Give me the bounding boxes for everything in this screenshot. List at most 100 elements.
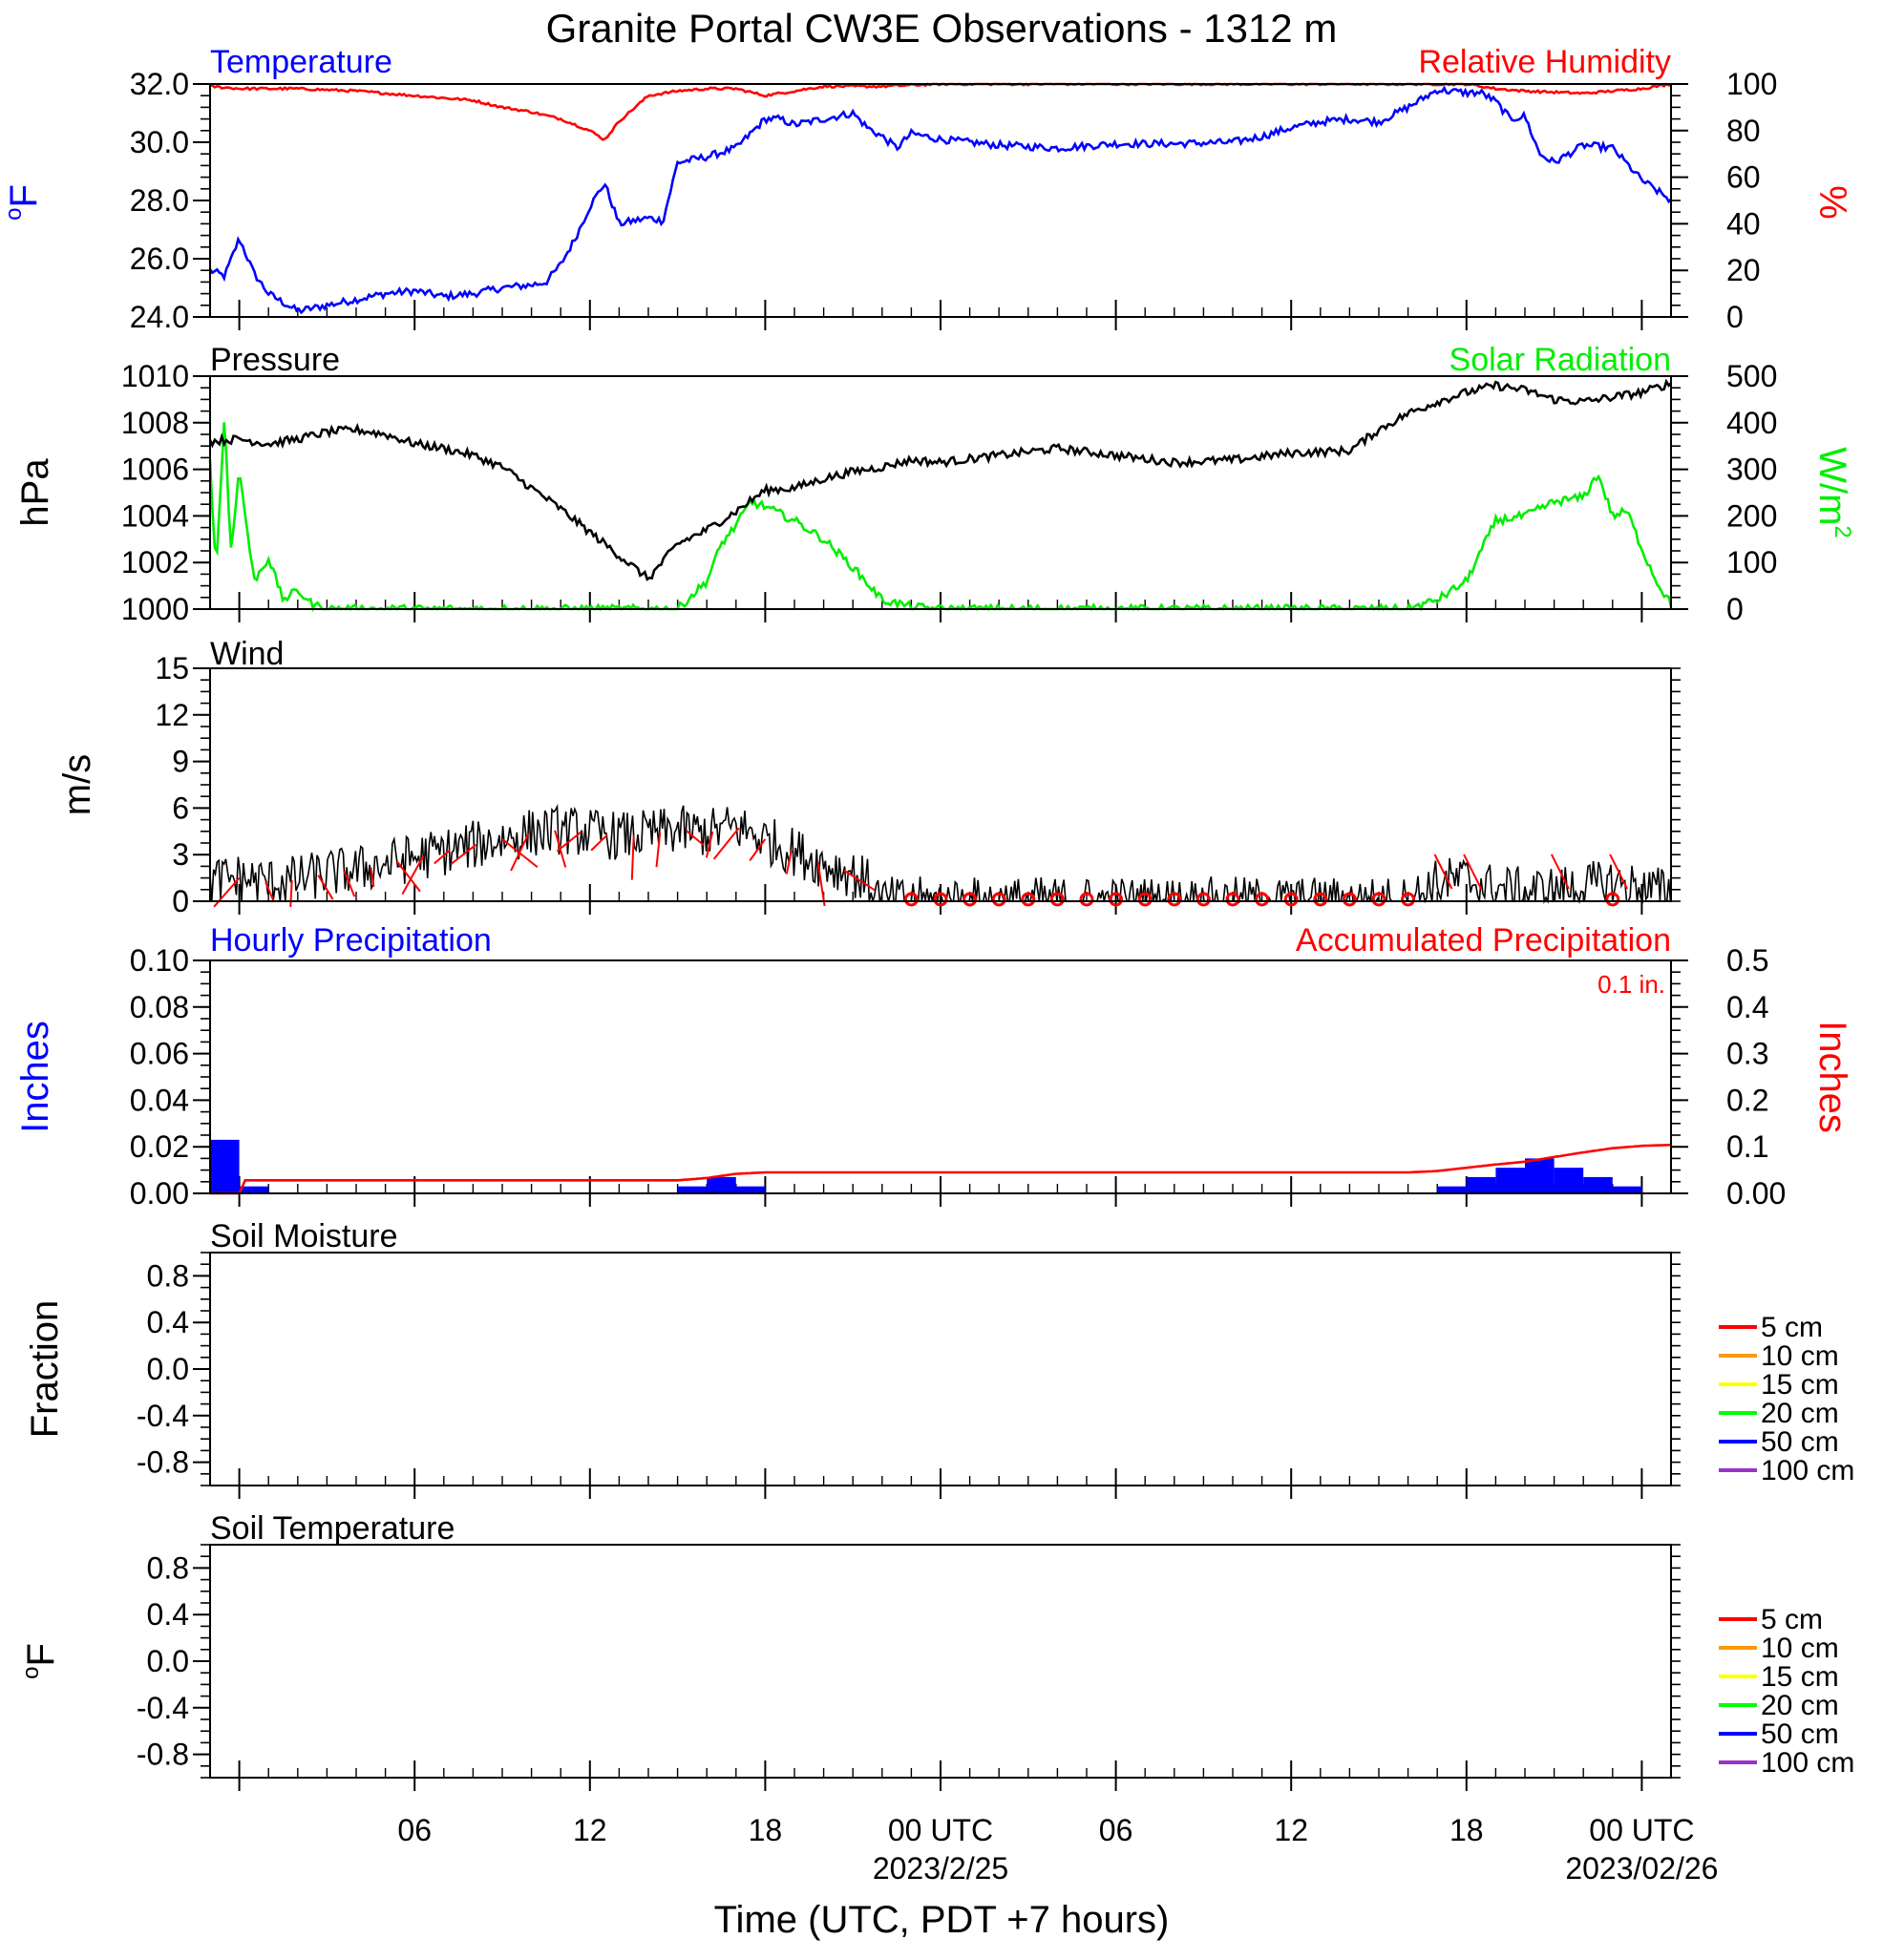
wind-barb: [750, 839, 765, 860]
y-right-tick-label: 40: [1726, 206, 1761, 241]
y-right-tick-label: 100: [1726, 67, 1777, 101]
precip-bar: [210, 1140, 240, 1193]
wind-barb: [1464, 854, 1481, 889]
y-tick-label: 1006: [121, 453, 189, 487]
humidity-line: [210, 84, 1671, 139]
x-date-label: 2023/2/25: [873, 1851, 1008, 1886]
pressure-solar-plot-area: [210, 382, 1671, 609]
panel-frame: [210, 960, 1671, 1193]
svg-text:oF: oF: [1, 184, 45, 221]
precip-bar: [1495, 1168, 1525, 1193]
y-tick-label: 0.00: [130, 1176, 189, 1211]
legend-label: 10 cm: [1761, 1340, 1839, 1372]
accum-precip-axis-label: Inches: [1811, 1021, 1853, 1133]
precip-bar: [1525, 1158, 1555, 1193]
panel-frame: [210, 1545, 1671, 1778]
panel-soil-moisture: Soil Moisture Fraction -0.8 -0.4 0.0 0.4 0.8…: [24, 1218, 1854, 1499]
y-tick-label: 0.0: [147, 1352, 189, 1386]
y-right-tick-label: 80: [1726, 114, 1761, 148]
panel-temperature-humidity: Temperature Relative Humidity oF % 24.02…: [1, 44, 1853, 334]
legend-label: 50 cm: [1761, 1426, 1839, 1458]
legend-label: 5 cm: [1761, 1312, 1823, 1343]
y-tick-label: -0.8: [137, 1445, 189, 1480]
x-axis-tick-labels: 06 12 18 00 UTC 2023/2/25 06 12 18 00 UTC 2023/02…: [397, 1813, 1718, 1886]
panel-pressure-solar: Pressure Solar Radiation hPa W/m2 100010…: [14, 342, 1855, 626]
panel-wind: Wind m/s 03691215: [56, 636, 1681, 918]
legend-label: 100 cm: [1761, 1455, 1854, 1486]
soil-temperature-axis-label: oF: [18, 1643, 62, 1679]
solar-axis-label: W/m2: [1811, 447, 1855, 538]
y-right-tick-label: 0: [1726, 592, 1744, 626]
y-tick-label: 0.4: [147, 1597, 189, 1632]
x-tick-label: 18: [749, 1813, 783, 1847]
x-axis-label: Time (UTC, PDT +7 hours): [714, 1899, 1170, 1941]
wind-barb: [397, 861, 420, 891]
x-tick-label: 18: [1449, 1813, 1484, 1847]
solar-title: Solar Radiation: [1449, 342, 1671, 378]
y-tick-label: 9: [172, 745, 189, 779]
y-tick-label: 0.4: [147, 1305, 189, 1339]
panel-frame: [210, 668, 1671, 901]
figure-title: Granite Portal CW3E Observations - 1312 …: [546, 6, 1338, 51]
precip-bar: [1467, 1177, 1496, 1193]
legend-label: 15 cm: [1761, 1661, 1839, 1693]
x-tick-label: 00 UTC: [1589, 1813, 1694, 1847]
svg-text:oF: oF: [18, 1643, 62, 1679]
legend-label: 10 cm: [1761, 1633, 1839, 1664]
y-tick-label: 30.0: [130, 125, 189, 159]
precip-bar: [707, 1177, 736, 1193]
soil-moisture-axis-label: Fraction: [24, 1300, 66, 1439]
y-tick-label: 0.02: [130, 1129, 189, 1164]
panel-pressure-ticks: 1000100210041006100810100100200300400500: [121, 359, 1778, 626]
panel-soil-temperature-ticks: -0.8 -0.4 0.0 0.4 0.8: [137, 1545, 1681, 1791]
wind-barb: [632, 835, 634, 880]
y-right-tick-label: 300: [1726, 453, 1777, 487]
wind-barb: [434, 851, 450, 864]
x-tick-label: 12: [1274, 1813, 1308, 1847]
humidity-title: Relative Humidity: [1418, 44, 1671, 80]
y-tick-label: -0.8: [137, 1738, 189, 1772]
wind-barb: [290, 880, 291, 907]
legend-label: 100 cm: [1761, 1747, 1854, 1779]
soil-temperature-legend: 5 cm10 cm15 cm20 cm50 cm100 cm: [1719, 1604, 1854, 1779]
y-tick-label: 6: [172, 790, 189, 825]
pressure-axis-label: hPa: [14, 458, 56, 527]
wind-barb: [318, 875, 332, 899]
x-tick-label: 12: [573, 1813, 607, 1847]
temperature-humidity-plot-area: [210, 84, 1671, 312]
y-tick-label: 0.08: [130, 990, 189, 1024]
precip-bar: [1555, 1168, 1584, 1193]
y-tick-label: -0.4: [137, 1691, 189, 1725]
y-tick-label: 1000: [121, 592, 189, 626]
y-right-tick-label: 0.2: [1726, 1083, 1768, 1117]
precip-bar: [678, 1187, 708, 1193]
x-tick-label: 00 UTC: [888, 1813, 993, 1847]
y-tick-label: 0.06: [130, 1037, 189, 1071]
y-right-tick-label: 60: [1726, 160, 1761, 195]
temperature-axis-label: oF: [1, 184, 45, 221]
panel-frame: [210, 1253, 1671, 1486]
y-tick-label: 1010: [121, 359, 189, 393]
y-right-tick-label: 200: [1726, 498, 1777, 533]
y-right-tick-label: 0.3: [1726, 1037, 1768, 1071]
panel-frame: [210, 84, 1671, 317]
accum-precip-title: Accumulated Precipitation: [1296, 922, 1671, 959]
panel-wind-ticks: 03691215: [155, 651, 1681, 918]
y-tick-label: 0: [172, 884, 189, 918]
y-tick-label: 1002: [121, 545, 189, 580]
y-tick-label: 0.8: [147, 1550, 189, 1585]
legend-label: 50 cm: [1761, 1718, 1839, 1750]
precip-total-label: 0.1 in.: [1597, 970, 1665, 999]
wind-axis-label: m/s: [56, 754, 98, 815]
precip-bar: [1613, 1187, 1642, 1193]
hourly-precip-title: Hourly Precipitation: [210, 922, 492, 959]
svg-text:W/m2: W/m2: [1811, 447, 1855, 538]
precip-bar: [1437, 1187, 1467, 1193]
y-tick-label: 0.8: [147, 1258, 189, 1293]
wind-barb: [1610, 854, 1627, 889]
y-right-tick-label: 400: [1726, 406, 1777, 440]
y-tick-label: 26.0: [130, 242, 189, 276]
panel-frame: [210, 376, 1671, 609]
